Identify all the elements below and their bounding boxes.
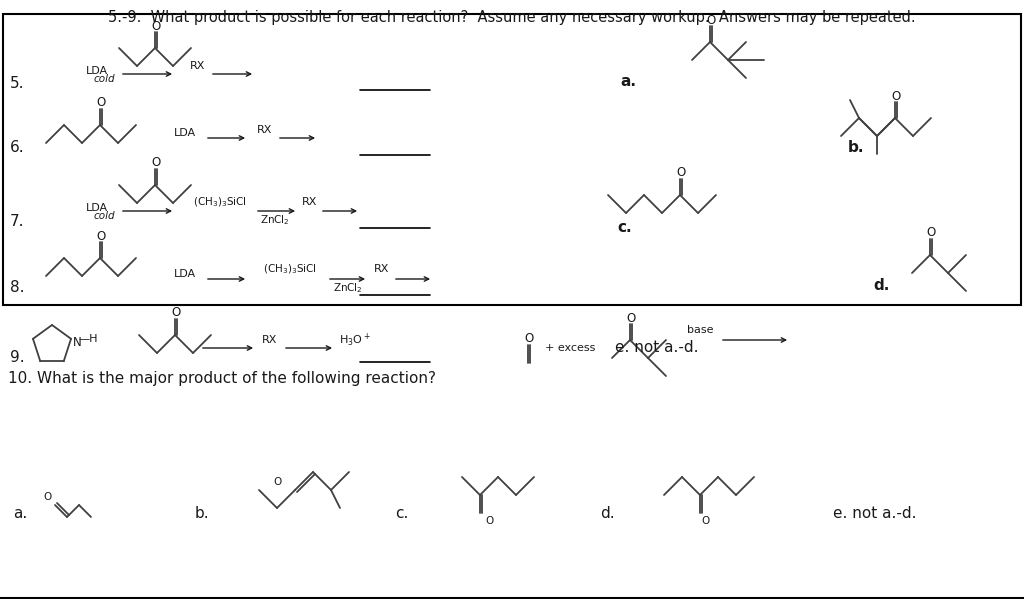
Text: H$_3$O$^+$: H$_3$O$^+$ bbox=[339, 331, 371, 349]
Text: —H: —H bbox=[78, 334, 97, 344]
Text: 9.: 9. bbox=[10, 350, 25, 365]
Text: RX: RX bbox=[257, 125, 272, 135]
Text: O: O bbox=[43, 492, 51, 502]
Text: (CH$_3$)$_3$SiCl: (CH$_3$)$_3$SiCl bbox=[194, 195, 247, 209]
Text: cold: cold bbox=[93, 74, 115, 84]
Text: O: O bbox=[485, 516, 495, 526]
Text: O: O bbox=[96, 96, 105, 110]
Text: O: O bbox=[927, 226, 936, 240]
Text: ZnCl$_2$: ZnCl$_2$ bbox=[260, 213, 290, 227]
Text: O: O bbox=[627, 311, 636, 325]
Text: O: O bbox=[891, 89, 901, 102]
Text: a.: a. bbox=[13, 506, 28, 521]
Text: O: O bbox=[524, 331, 534, 344]
Text: RX: RX bbox=[262, 335, 278, 345]
Text: O: O bbox=[152, 156, 161, 170]
Text: ZnCl$_2$: ZnCl$_2$ bbox=[333, 281, 362, 295]
Text: LDA: LDA bbox=[86, 203, 109, 213]
Text: c.: c. bbox=[395, 506, 409, 521]
Bar bbox=[3, 14, 1021, 305]
Text: O: O bbox=[677, 167, 686, 180]
Text: 5.: 5. bbox=[10, 77, 25, 92]
Text: b.: b. bbox=[848, 141, 864, 156]
Text: RX: RX bbox=[375, 264, 390, 274]
Text: 7.: 7. bbox=[10, 214, 25, 229]
Text: cold: cold bbox=[93, 211, 115, 221]
Text: O: O bbox=[700, 516, 710, 526]
Text: O: O bbox=[272, 477, 282, 487]
Text: e. not a.-d.: e. not a.-d. bbox=[833, 506, 916, 521]
Text: 8.: 8. bbox=[10, 280, 25, 295]
Text: RX: RX bbox=[190, 61, 206, 71]
Text: d.: d. bbox=[600, 506, 614, 521]
Text: LDA: LDA bbox=[86, 66, 109, 76]
Text: 5.-9.  What product is possible for each reaction?  Assume any necessary workup.: 5.-9. What product is possible for each … bbox=[109, 10, 915, 25]
Text: b.: b. bbox=[195, 506, 210, 521]
Text: RX: RX bbox=[302, 197, 317, 207]
Text: d.: d. bbox=[873, 277, 890, 292]
Text: a.: a. bbox=[620, 74, 636, 89]
Text: LDA: LDA bbox=[174, 128, 196, 138]
Text: + excess: + excess bbox=[545, 343, 595, 353]
Text: e. not a.-d.: e. not a.-d. bbox=[615, 340, 698, 355]
Text: c.: c. bbox=[617, 220, 632, 235]
Text: O: O bbox=[96, 229, 105, 243]
Text: O: O bbox=[171, 307, 180, 319]
Text: base: base bbox=[687, 325, 714, 335]
Text: 10. What is the major product of the following reaction?: 10. What is the major product of the fol… bbox=[8, 371, 436, 386]
Text: O: O bbox=[152, 20, 161, 32]
Text: O: O bbox=[707, 14, 716, 26]
Text: (CH$_3$)$_3$SiCl: (CH$_3$)$_3$SiCl bbox=[263, 262, 317, 276]
Text: 6.: 6. bbox=[10, 141, 25, 156]
Text: LDA: LDA bbox=[174, 269, 196, 279]
Text: N: N bbox=[73, 337, 81, 349]
